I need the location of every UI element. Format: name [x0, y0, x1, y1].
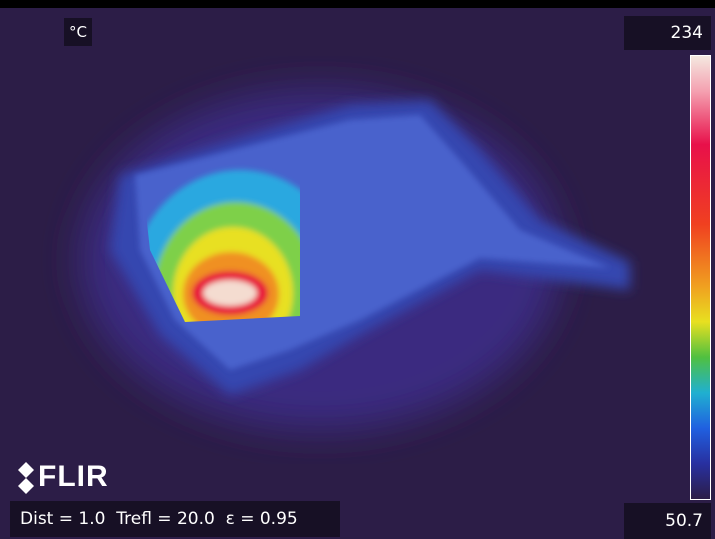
status-bar: Dist = 1.0 Trefl = 20.0 ε = 0.95 [10, 501, 340, 537]
thermal-screen: °C 234 50.7 FLIR Dist = 1.0 Trefl = 20.0… [0, 0, 715, 539]
unit-label: °C [64, 18, 92, 46]
thermal-image [0, 0, 715, 539]
brand-logo: FLIR [38, 460, 109, 494]
scale-min: 50.7 [624, 503, 711, 539]
scale-max: 234 [624, 16, 711, 50]
color-scale [690, 55, 711, 500]
